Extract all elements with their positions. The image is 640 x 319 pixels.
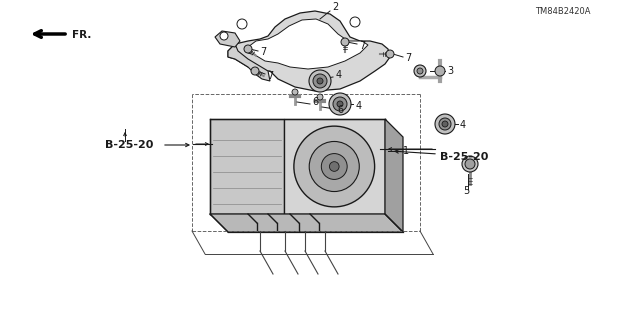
Polygon shape	[385, 119, 403, 232]
Circle shape	[317, 94, 323, 100]
Polygon shape	[228, 11, 390, 91]
Circle shape	[251, 67, 259, 75]
Circle shape	[329, 93, 351, 115]
Polygon shape	[284, 119, 385, 214]
Circle shape	[435, 114, 455, 134]
Polygon shape	[210, 214, 403, 232]
Text: 4: 4	[460, 120, 466, 130]
Text: 7: 7	[267, 71, 273, 81]
Text: B-25-20: B-25-20	[105, 140, 154, 150]
Circle shape	[462, 156, 478, 172]
Circle shape	[321, 153, 347, 179]
Circle shape	[294, 126, 374, 207]
Text: 5: 5	[463, 186, 469, 196]
Circle shape	[309, 70, 331, 92]
Circle shape	[292, 89, 298, 95]
Polygon shape	[228, 44, 270, 81]
Circle shape	[465, 159, 475, 169]
Circle shape	[313, 74, 327, 88]
Text: 4: 4	[356, 101, 362, 111]
Circle shape	[341, 38, 349, 46]
Text: 6: 6	[337, 105, 343, 115]
Text: B-25-20: B-25-20	[440, 152, 488, 162]
Text: 7: 7	[260, 47, 266, 57]
Polygon shape	[248, 19, 368, 69]
Circle shape	[333, 97, 347, 111]
Circle shape	[244, 45, 252, 53]
Circle shape	[417, 68, 423, 74]
Polygon shape	[210, 119, 284, 214]
Polygon shape	[215, 31, 240, 47]
Text: 6: 6	[312, 97, 318, 107]
Circle shape	[414, 65, 426, 77]
Circle shape	[442, 121, 448, 127]
Circle shape	[439, 118, 451, 130]
Text: 2: 2	[332, 2, 339, 12]
Circle shape	[435, 66, 445, 76]
Circle shape	[350, 17, 360, 27]
Circle shape	[237, 19, 247, 29]
Text: FR.: FR.	[72, 30, 92, 40]
Circle shape	[330, 162, 339, 171]
Text: 7: 7	[359, 41, 365, 51]
Text: TM84B2420A: TM84B2420A	[535, 6, 591, 16]
Text: 1: 1	[403, 146, 409, 156]
Text: 7: 7	[405, 53, 412, 63]
Text: 3: 3	[447, 66, 453, 76]
Circle shape	[337, 101, 343, 107]
Circle shape	[386, 50, 394, 58]
Circle shape	[220, 32, 228, 40]
Circle shape	[317, 78, 323, 84]
Circle shape	[309, 141, 359, 191]
Text: 4: 4	[336, 70, 342, 80]
